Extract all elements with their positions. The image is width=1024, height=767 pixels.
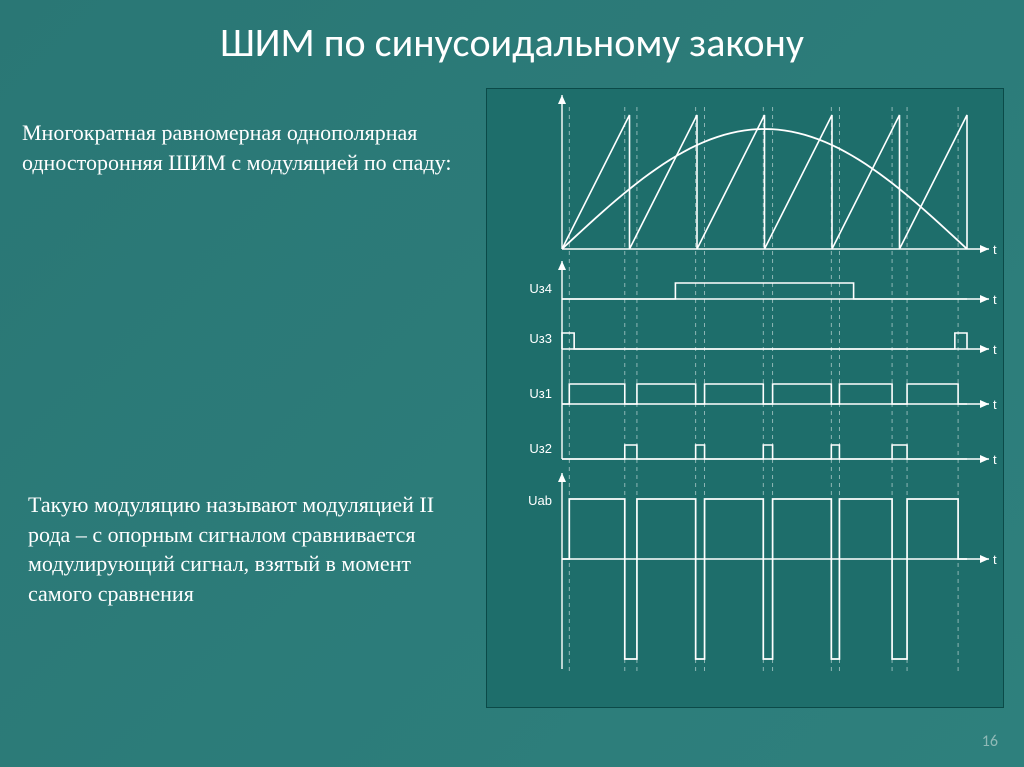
svg-text:t: t [993, 452, 997, 467]
svg-text:t: t [993, 397, 997, 412]
svg-text:t: t [993, 242, 997, 257]
svg-text:Uab: Uab [528, 493, 552, 508]
svg-text:Uз4: Uз4 [529, 281, 552, 296]
pwm-diagram: t t Uз4 t Uз3 t Uз1 t Uз2 t Uab [486, 88, 1004, 708]
page-title: ШИМ по синусоидальному закону [0, 0, 1024, 67]
svg-text:t: t [993, 292, 997, 307]
description-top: Многократная равномерная однополярная од… [22, 118, 462, 177]
description-bottom: Такую модуляцию называют модуляцией II р… [28, 490, 468, 609]
svg-text:Uз1: Uз1 [529, 386, 552, 401]
svg-text:Uз2: Uз2 [529, 441, 552, 456]
page-number: 16 [982, 732, 998, 751]
svg-text:t: t [993, 552, 997, 567]
svg-text:Uз3: Uз3 [529, 331, 552, 346]
svg-text:t: t [993, 342, 997, 357]
